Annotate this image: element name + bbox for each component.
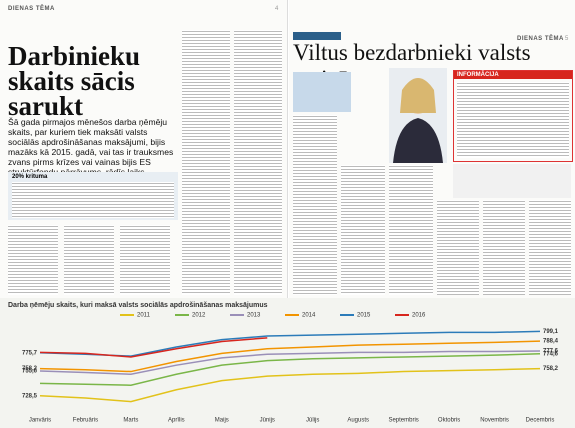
column bbox=[234, 30, 282, 295]
quote bbox=[453, 164, 571, 198]
legend-label: 2012 bbox=[192, 313, 206, 319]
x-tick-label: Aprīlis bbox=[168, 418, 185, 424]
series-line bbox=[39, 340, 541, 373]
column bbox=[182, 30, 230, 295]
series-line bbox=[39, 337, 268, 358]
x-tick-label: Novembris bbox=[480, 418, 509, 424]
photo bbox=[389, 68, 447, 163]
legend-label: 2014 bbox=[302, 313, 316, 319]
series-line bbox=[39, 352, 541, 386]
legend-label: 2011 bbox=[137, 313, 151, 319]
column bbox=[437, 200, 479, 295]
info-table bbox=[457, 82, 569, 158]
data-label: 774,6 bbox=[543, 351, 559, 357]
data-label: 755,6 bbox=[22, 369, 38, 375]
x-tick-label: Oktobris bbox=[438, 418, 460, 424]
x-tick-label: Janvāris bbox=[29, 418, 51, 424]
column bbox=[341, 165, 385, 295]
tag bbox=[293, 32, 341, 40]
chart-title: Darba ņēmēju skaits, kuri maksā valsts s… bbox=[8, 302, 268, 309]
column bbox=[64, 225, 114, 295]
box-text bbox=[12, 182, 174, 218]
column bbox=[529, 200, 571, 295]
lead: Šā gada pirmajos mēnešos darba ņēmēju sk… bbox=[8, 117, 174, 177]
section: DIENAS TĒMA bbox=[8, 6, 55, 12]
column bbox=[389, 165, 433, 295]
info-box: 20% krituma bbox=[8, 172, 178, 220]
x-tick-label: Jūnijs bbox=[260, 418, 275, 424]
data-label: 758,2 bbox=[22, 366, 38, 372]
x-tick-label: Marts bbox=[123, 418, 138, 424]
legend-label: 2016 bbox=[412, 313, 426, 319]
column bbox=[293, 115, 337, 295]
section: DIENAS TĒMA bbox=[517, 36, 564, 42]
column bbox=[120, 225, 170, 295]
box-title: 20% krituma bbox=[12, 174, 48, 180]
left-page: DIENAS TĒMA 4 Darbinieku skaits sācis sa… bbox=[8, 0, 288, 428]
page-number: 4 bbox=[275, 6, 279, 12]
chart: Darba ņēmēju skaits, kuri maksā valsts s… bbox=[0, 298, 575, 428]
column bbox=[483, 200, 525, 295]
x-tick-label: Februāris bbox=[73, 418, 98, 424]
data-label: 777,6 bbox=[543, 349, 559, 355]
x-tick-label: Septembris bbox=[388, 418, 418, 424]
x-tick-label: Decembris bbox=[526, 418, 555, 424]
legend-label: 2015 bbox=[357, 313, 371, 319]
data-label: 775,7 bbox=[22, 350, 38, 356]
data-label: 799,1 bbox=[543, 329, 559, 335]
data-label: 788,4 bbox=[543, 339, 559, 345]
lead-box bbox=[293, 72, 351, 112]
column bbox=[8, 225, 58, 295]
info-title: INFORMĀCIJA bbox=[454, 71, 572, 79]
data-label: 728,5 bbox=[22, 393, 38, 399]
x-tick-label: Augusts bbox=[347, 418, 369, 424]
x-tick-label: Maijs bbox=[215, 418, 229, 424]
headline: Darbinieku skaits sācis sarukt bbox=[8, 41, 141, 121]
legend-label: 2013 bbox=[247, 313, 261, 319]
info-panel: INFORMĀCIJA bbox=[453, 70, 573, 162]
page-number: 5 bbox=[565, 36, 569, 42]
series-line bbox=[39, 367, 541, 403]
series-line bbox=[39, 350, 541, 376]
data-label: 758,2 bbox=[543, 366, 559, 372]
x-tick-label: Jūlijs bbox=[306, 418, 319, 424]
